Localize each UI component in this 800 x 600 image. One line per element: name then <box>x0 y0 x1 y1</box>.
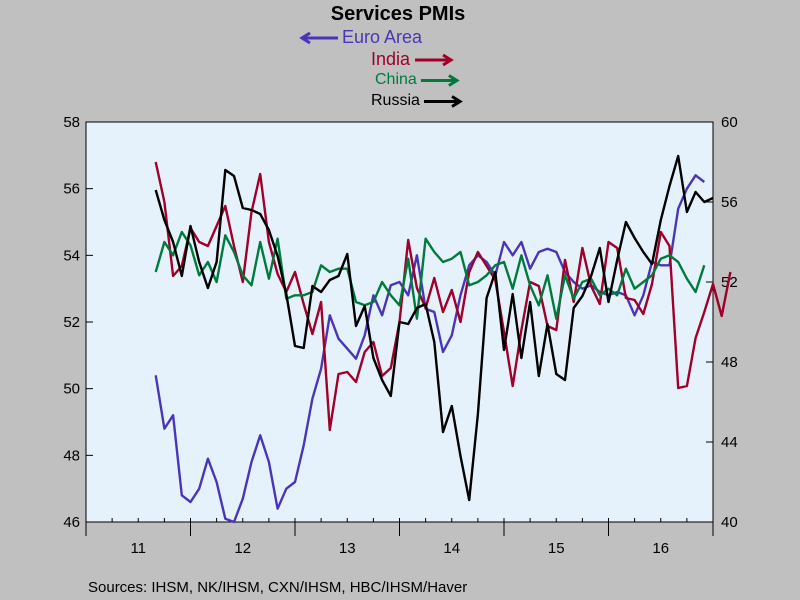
left-axis: 46 48 50 52 54 56 58 <box>63 114 93 531</box>
legend-item-china: China <box>375 71 460 88</box>
legend-arrow-china <box>420 74 460 87</box>
series-line-china <box>154 230 706 320</box>
legend-arrow-russia <box>424 95 463 108</box>
legend-label-russia: Russia <box>371 92 420 109</box>
right-axis-tick-label: 40 <box>721 514 738 531</box>
right-axis-tick-label: 56 <box>721 194 738 211</box>
legend-arrow-euro-area <box>299 31 338 45</box>
left-axis-tick-label: 52 <box>63 314 80 331</box>
x-axis: 11 12 13 14 15 16 <box>85 518 714 557</box>
left-axis-tick-label: 50 <box>63 381 80 398</box>
series-line-india <box>154 161 732 432</box>
x-axis-tick-label: 15 <box>548 540 565 557</box>
x-axis-tick-label: 16 <box>652 540 669 557</box>
right-axis-tick-label: 48 <box>721 354 738 371</box>
legend-label-china: China <box>375 71 417 88</box>
x-axis-tick-label: 12 <box>234 540 251 557</box>
x-axis-tick-label: 13 <box>339 540 356 557</box>
x-axis-tick-label: 14 <box>443 540 460 557</box>
legend-item-euro-area: Euro Area <box>299 27 423 47</box>
left-axis-tick-label: 46 <box>63 514 80 531</box>
legend-item-india: India <box>371 49 454 69</box>
legend: Euro Area India China Russia <box>299 27 463 109</box>
source-note: Sources: IHSM, NK/IHSM, CXN/IHSM, HBC/IH… <box>88 579 467 596</box>
series-line-euro-area <box>154 174 706 524</box>
chart-title: Services PMIs <box>331 3 466 25</box>
left-axis-tick-label: 58 <box>63 114 80 131</box>
left-axis-tick-label: 56 <box>63 181 80 198</box>
left-axis-tick-label: 54 <box>63 247 80 264</box>
legend-arrow-india <box>415 53 454 67</box>
legend-label-euro-area: Euro Area <box>342 27 423 47</box>
legend-label-india: India <box>371 49 411 69</box>
x-axis-tick-label: 11 <box>130 540 146 557</box>
series-line-russia <box>154 154 714 502</box>
legend-item-russia: Russia <box>371 92 463 109</box>
right-axis-tick-label: 60 <box>721 114 738 131</box>
left-axis-tick-label: 48 <box>63 447 80 464</box>
right-axis-tick-label: 44 <box>721 434 738 451</box>
series-layer <box>154 154 732 524</box>
